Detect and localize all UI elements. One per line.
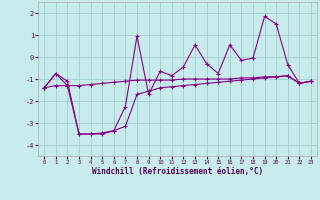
X-axis label: Windchill (Refroidissement éolien,°C): Windchill (Refroidissement éolien,°C) xyxy=(92,167,263,176)
